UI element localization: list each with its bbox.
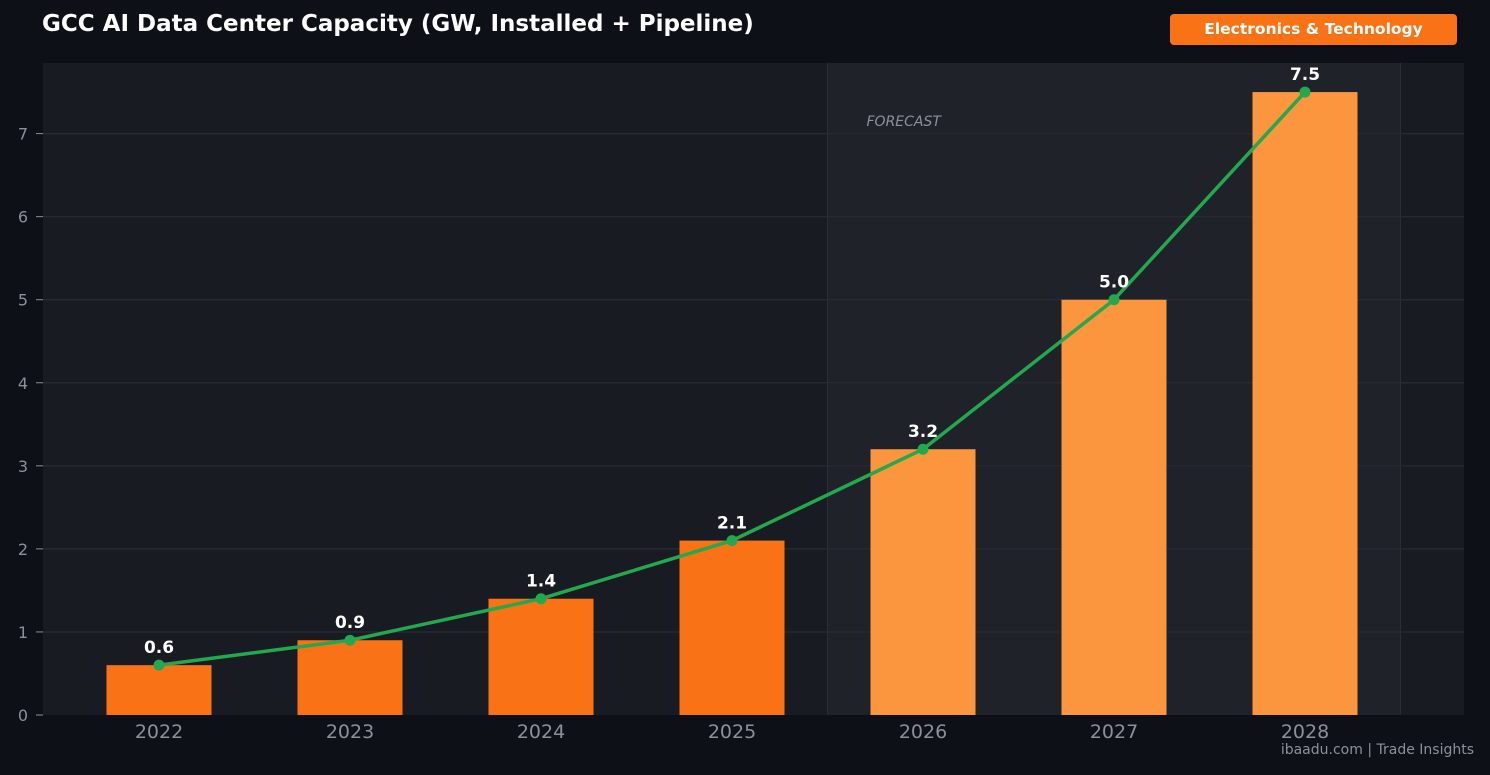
data-label-2027: 5.0	[1099, 273, 1129, 293]
y-tick-label-0: 0	[18, 706, 28, 725]
data-label-2025: 2.1	[717, 514, 747, 534]
y-axis: 0 1 2 3 4 5 6 7	[18, 125, 43, 725]
x-tick-label-2027: 2027	[1090, 721, 1138, 743]
data-label-2024: 1.4	[526, 572, 556, 592]
forecast-label: FORECAST	[867, 114, 943, 130]
x-tick-label-2024: 2024	[517, 721, 565, 743]
bar-2024	[488, 598, 594, 715]
data-labels: 0.6 0.9 1.4 2.1 3.2 5.0 7.5	[144, 65, 1320, 658]
gridlines	[43, 132, 1464, 633]
bars	[106, 92, 1358, 715]
bar-2027	[1061, 299, 1167, 715]
trend-point-2028	[1299, 86, 1311, 98]
trend-point-2025	[726, 535, 738, 547]
bar-2026	[870, 449, 976, 715]
trend-point-2027	[1108, 294, 1120, 306]
y-tick-label-2: 2	[18, 540, 28, 559]
bar-2025	[679, 540, 785, 715]
trend-line	[153, 86, 1311, 671]
x-tick-label-2025: 2025	[708, 721, 756, 743]
y-tick-label-3: 3	[18, 457, 28, 476]
y-tick-label-7: 7	[18, 125, 28, 144]
data-label-2022: 0.6	[144, 638, 174, 658]
x-tick-label-2023: 2023	[326, 721, 374, 743]
data-label-2026: 3.2	[908, 422, 938, 442]
data-label-2023: 0.9	[335, 613, 365, 633]
trend-point-2024	[535, 593, 547, 605]
watermark: ibaadu.com | Trade Insights	[1280, 742, 1474, 758]
x-tick-label-2028: 2028	[1281, 721, 1329, 743]
bar-2022	[106, 665, 212, 715]
x-tick-label-2022: 2022	[135, 721, 183, 743]
y-tick-label-1: 1	[18, 623, 28, 642]
category-badge: Electronics & Technology	[1170, 14, 1457, 45]
trend-point-2022	[153, 659, 165, 671]
y-tick-label-5: 5	[18, 291, 28, 310]
trend-point-2026	[917, 443, 929, 455]
y-tick-label-6: 6	[18, 208, 28, 227]
bar-2023	[297, 640, 403, 715]
x-axis: 2022 2023 2024 2025 2026 2027 2028	[135, 721, 1329, 743]
bar-2028	[1252, 92, 1358, 715]
y-tick-label-4: 4	[18, 374, 28, 393]
x-tick-label-2026: 2026	[899, 721, 947, 743]
chart-title: GCC AI Data Center Capacity (GW, Install…	[42, 11, 754, 37]
trend-point-2023	[344, 634, 356, 646]
data-label-2028: 7.5	[1290, 65, 1320, 85]
